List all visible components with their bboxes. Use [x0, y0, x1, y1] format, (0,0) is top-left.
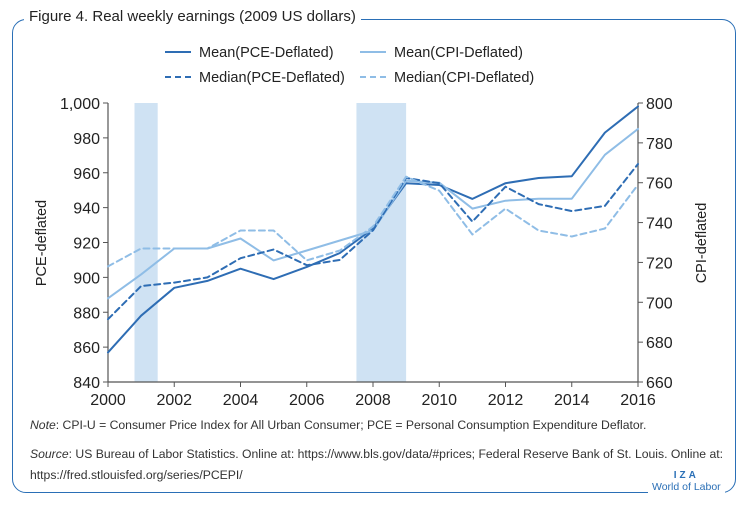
y-left-tick-label: 900	[73, 270, 100, 287]
y-left-tick-label: 840	[73, 375, 100, 392]
recession-band-1	[134, 103, 158, 382]
x-tick-label: 2012	[488, 392, 524, 409]
y-left-tick-label: 940	[73, 201, 100, 218]
y-left-tick-label: 980	[73, 131, 100, 148]
x-tick-label: 2004	[223, 392, 259, 409]
x-tick-label: 2010	[421, 392, 457, 409]
y-right-tick-label: 780	[646, 136, 673, 153]
x-tick-label: 2016	[620, 392, 656, 409]
x-tick-label: 2008	[355, 392, 391, 409]
legend-label-median-cpi-deflated: Median(CPI-Deflated)	[394, 70, 534, 86]
legend-label-mean-pce-deflated: Mean(PCE-Deflated)	[199, 45, 334, 61]
legend-label-mean-cpi-deflated: Mean(CPI-Deflated)	[394, 45, 523, 61]
y-right-tick-label: 660	[646, 375, 673, 392]
y-right-tick-label: 700	[646, 295, 673, 312]
figure-title: Figure 4. Real weekly earnings (2009 US …	[24, 8, 361, 25]
y-right-tick-label: 740	[646, 216, 673, 233]
y-left-tick-label: 880	[73, 305, 100, 322]
recession-bands	[134, 103, 407, 382]
note-label: Note	[30, 418, 56, 432]
axes	[103, 102, 643, 387]
y-right-tick-label: 720	[646, 255, 673, 272]
y-right-tick-label: 800	[646, 96, 673, 113]
source-text: Source: US Bureau of Labor Statistics. O…	[30, 444, 730, 486]
y-right-tick-label: 680	[646, 335, 673, 352]
legend: Mean(PCE-Deflated) Mean(CPI-Deflated) Medi…	[165, 45, 534, 86]
series-line-median-cpi-deflated	[107, 175, 639, 268]
y-left-tick-label: 920	[73, 236, 100, 253]
x-tick-label: 2002	[156, 392, 192, 409]
y-left-tick-label: 1,000	[60, 96, 100, 113]
note-body: : CPI-U = Consumer Price Index for All U…	[55, 418, 647, 432]
tick-labels: 2000 2002 2004 2006 2008 2010 2012 2014 2016 840 8…	[60, 96, 673, 409]
iza-logo: IZA World of Labor	[648, 470, 725, 493]
series-line-median-pce-deflated	[107, 163, 639, 321]
y-left-tick-label: 960	[73, 166, 100, 183]
iza-name: World of Labor	[652, 481, 721, 493]
recession-band-2	[356, 103, 407, 382]
figure-frame	[12, 19, 736, 493]
x-tick-label: 2014	[554, 392, 590, 409]
note-text: Note: CPI-U = Consumer Price Index for A…	[30, 415, 730, 436]
y-left-tick-label: 860	[73, 340, 100, 357]
series-lines	[107, 105, 639, 354]
x-tick-label: 2006	[289, 392, 325, 409]
y-axis-label-left: PCE-deflated	[34, 200, 50, 286]
source-label: Source	[30, 447, 69, 461]
source-body: : US Bureau of Labor Statistics. Online …	[30, 447, 724, 482]
y-axis-label-right: CPI-deflated	[694, 203, 710, 284]
x-tick-label: 2000	[90, 392, 126, 409]
y-right-tick-label: 760	[646, 176, 673, 193]
iza-mark: IZA	[673, 470, 699, 481]
legend-label-median-pce-deflated: Median(PCE-Deflated)	[199, 70, 345, 86]
